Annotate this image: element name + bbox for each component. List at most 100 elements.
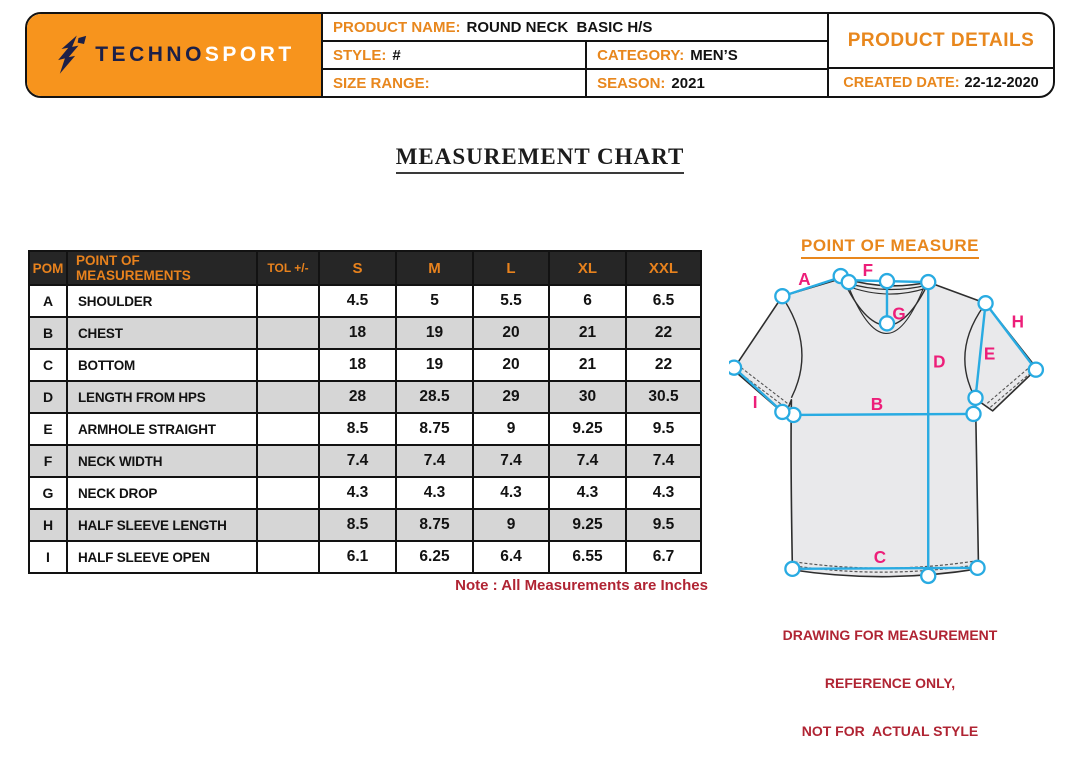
- column-header: L: [472, 250, 550, 286]
- table-cell: 20: [472, 348, 550, 382]
- table-cell: E: [28, 412, 68, 446]
- table-cell: 6.1: [318, 540, 397, 574]
- measure-label-f: F: [863, 261, 873, 280]
- column-header: POINT OF MEASUREMENTS: [66, 250, 258, 286]
- table-row: A SHOULDER 4.5 5 5.5 6 6.5: [28, 284, 702, 318]
- style-field: STYLE: #: [323, 42, 585, 68]
- table-cell: 4.5: [318, 284, 397, 318]
- table-row: C BOTTOM 18 19 20 21 22: [28, 348, 702, 382]
- table-cell: G: [28, 476, 68, 510]
- style-label: STYLE:: [333, 46, 387, 64]
- table-cell: 8.5: [318, 508, 397, 542]
- table-cell: 5.5: [472, 284, 550, 318]
- table-cell: 28.5: [395, 380, 474, 414]
- point-of-measure-diagram: POINT OF MEASURE: [725, 236, 1055, 771]
- created-date-field: CREATED DATE: 22-12-2020: [829, 69, 1053, 96]
- table-row: H HALF SLEEVE LENGTH 8.5 8.75 9 9.25 9.5: [28, 508, 702, 542]
- measure-label-h: H: [1012, 312, 1024, 331]
- column-header: XL: [548, 250, 627, 286]
- diagram-title: POINT OF MEASURE: [800, 236, 979, 259]
- season-value: 2021: [671, 74, 705, 92]
- table-cell: 4.3: [395, 476, 474, 510]
- table-cell: 8.75: [395, 412, 474, 446]
- column-header: POM: [28, 250, 68, 286]
- measurement-table: POM POINT OF MEASUREMENTS TOL +/- S M L XL XXL A…: [28, 250, 702, 574]
- table-cell: 6.5: [625, 284, 702, 318]
- created-date-value: 22-12-2020: [964, 74, 1039, 91]
- size-range-label: SIZE RANGE:: [333, 74, 430, 92]
- measure-line-sleeve-open: [732, 366, 784, 414]
- table-cell: 19: [395, 348, 474, 382]
- table-cell: [256, 540, 320, 574]
- table-cell: 19: [395, 316, 474, 350]
- measure-label-d: D: [933, 353, 945, 372]
- table-cell: NECK WIDTH: [66, 444, 258, 478]
- table-cell: 22: [625, 316, 702, 350]
- table-cell: 30.5: [625, 380, 702, 414]
- table-cell: [256, 508, 320, 542]
- product-name-field: PRODUCT NAME: ROUND NECK BASIC H/S: [323, 14, 827, 40]
- measure-label-i: I: [753, 393, 758, 412]
- table-cell: 9.25: [548, 412, 627, 446]
- created-date-label: CREATED DATE:: [843, 74, 960, 91]
- column-header: XXL: [625, 250, 702, 286]
- table-row: B CHEST 18 19 20 21 22: [28, 316, 702, 350]
- table-header-row: POM POINT OF MEASUREMENTS TOL +/- S M L XL XXL: [28, 250, 702, 286]
- measurement-lines: [732, 275, 1038, 578]
- table-cell: D: [28, 380, 68, 414]
- style-value: #: [392, 46, 401, 64]
- table-cell: I: [28, 540, 68, 574]
- table-cell: [256, 380, 320, 414]
- table-cell: [256, 444, 320, 478]
- measure-label-c: C: [874, 548, 886, 567]
- header-info: PRODUCT NAME: ROUND NECK BASIC H/S STYLE…: [323, 14, 827, 96]
- category-label: CATEGORY:: [597, 46, 685, 64]
- table-cell: 7.4: [472, 444, 550, 478]
- warning-line: DRAWING FOR MEASUREMENT: [782, 627, 998, 643]
- product-name-label: PRODUCT NAME:: [333, 18, 461, 36]
- table-cell: H: [28, 508, 68, 542]
- table-cell: NECK DROP: [66, 476, 258, 510]
- measure-line-chest: [792, 412, 975, 417]
- table-cell: [256, 316, 320, 350]
- table-cell: 6.7: [625, 540, 702, 574]
- table-cell: SHOULDER: [66, 284, 258, 318]
- measure-line-shoulder: [781, 275, 842, 298]
- table-cell: LENGTH FROM HPS: [66, 380, 258, 414]
- diagram-warning: DRAWING FOR MEASUREMENT REFERENCE ONLY, …: [725, 595, 1055, 771]
- table-cell: 22: [625, 348, 702, 382]
- table-cell: A: [28, 284, 68, 318]
- table-row: D LENGTH FROM HPS 28 28.5 29 30 30.5: [28, 380, 702, 414]
- table-cell: 9: [472, 412, 550, 446]
- table-row: G NECK DROP 4.3 4.3 4.3 4.3 4.3: [28, 476, 702, 510]
- measure-line-bottom: [791, 566, 979, 571]
- product-details-box: PRODUCT DETAILS CREATED DATE: 22-12-2020: [827, 14, 1053, 96]
- table-cell: [256, 476, 320, 510]
- table-cell: F: [28, 444, 68, 478]
- category-value: MEN’S: [690, 46, 738, 64]
- table-cell: 9.25: [548, 508, 627, 542]
- table-cell: 6.25: [395, 540, 474, 574]
- table-cell: 9.5: [625, 412, 702, 446]
- measure-label-e: E: [984, 345, 995, 364]
- table-cell: [256, 284, 320, 318]
- table-cell: 6: [548, 284, 627, 318]
- measure-label-b: B: [871, 395, 883, 414]
- table-cell: [256, 348, 320, 382]
- table-cell: 7.4: [318, 444, 397, 478]
- brand-logo: TECHNOSPORT: [27, 14, 323, 96]
- brand-name-part2: SPORT: [204, 43, 295, 66]
- product-name-value: ROUND NECK BASIC H/S: [466, 18, 653, 36]
- table-cell: 29: [472, 380, 550, 414]
- warning-line: REFERENCE ONLY,: [824, 675, 956, 691]
- table-row: F NECK WIDTH 7.4 7.4 7.4 7.4 7.4: [28, 444, 702, 478]
- table-cell: 30: [548, 380, 627, 414]
- measure-line-armhole: [974, 302, 987, 400]
- table-row: E ARMHOLE STRAIGHT 8.5 8.75 9 9.25 9.5: [28, 412, 702, 446]
- table-cell: 7.4: [548, 444, 627, 478]
- brand-name-part1: TECHNO: [95, 43, 205, 66]
- warning-line: NOT FOR ACTUAL STYLE: [801, 723, 979, 739]
- table-cell: 4.3: [318, 476, 397, 510]
- measurement-note: Note : All Measurements are Inches: [455, 577, 708, 594]
